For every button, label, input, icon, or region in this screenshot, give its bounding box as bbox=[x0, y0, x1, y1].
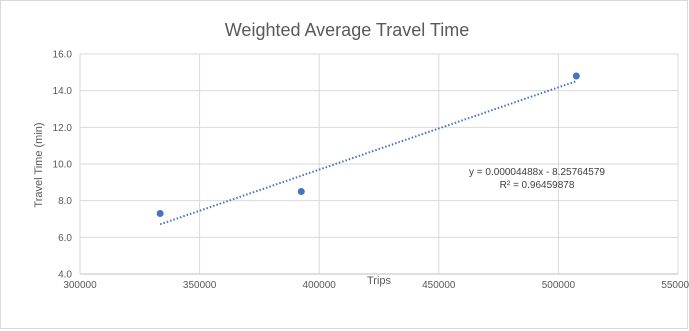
data-point bbox=[572, 72, 580, 80]
x-tick-label: 300000 bbox=[63, 280, 97, 291]
y-tick-label: 12.0 bbox=[53, 123, 73, 134]
y-tick-label: 4.0 bbox=[58, 270, 72, 281]
y-tick-label: 10.0 bbox=[53, 160, 73, 171]
x-axis-label: Trips bbox=[367, 275, 392, 287]
x-tick-label: 450000 bbox=[422, 280, 456, 291]
x-tick-label: 400000 bbox=[303, 280, 337, 291]
trendline-equation: y = 0.00004488x - 8.25764579 bbox=[469, 167, 605, 178]
y-tick-label: 16.0 bbox=[53, 50, 73, 61]
x-tick-label: 550000 bbox=[661, 280, 689, 291]
y-axis-label: Travel Time (min) bbox=[33, 122, 45, 207]
trendline-r-squared: R² = 0.96459878 bbox=[500, 180, 575, 191]
data-points bbox=[156, 72, 580, 217]
x-tick-label: 350000 bbox=[183, 280, 217, 291]
y-tick-label: 14.0 bbox=[53, 86, 73, 97]
y-tick-labels: 4.0 6.0 8.0 10.0 12.0 14.0 16.0 bbox=[53, 50, 73, 281]
data-point bbox=[156, 210, 164, 217]
trendline bbox=[159, 80, 577, 226]
x-tick-labels: 300000 350000 400000 450000 500000 550000 bbox=[63, 280, 689, 291]
data-point bbox=[297, 188, 305, 195]
y-tick-label: 6.0 bbox=[58, 233, 72, 244]
x-tick-label: 500000 bbox=[542, 280, 576, 291]
y-tick-label: 8.0 bbox=[58, 196, 72, 207]
gridlines bbox=[79, 53, 679, 275]
chart-title: Weighted Average Travel Time bbox=[225, 20, 469, 40]
